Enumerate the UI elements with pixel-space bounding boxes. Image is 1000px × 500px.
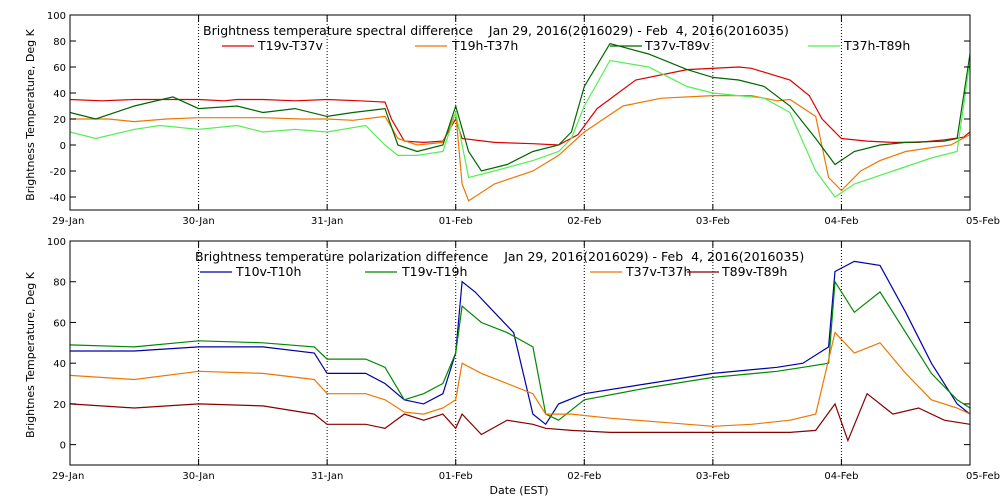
plot-frame [69, 14, 971, 211]
polarization-chart-title: Brightness temperature polarization diff… [195, 249, 804, 264]
y-tick-label: 40 [53, 359, 66, 370]
y-tick-label: 0 [60, 441, 66, 452]
series-line-t10v-t10h [70, 260, 971, 426]
x-tick-label: 05-Feb [966, 216, 1000, 227]
x-tick-label: 04-Feb [824, 216, 858, 227]
x-tick-label: 01-Feb [439, 216, 473, 227]
y-tick-label: 40 [53, 89, 66, 100]
y-tick-label: 100 [47, 237, 66, 248]
y-tick-label: 80 [53, 278, 66, 289]
y-tick-label: 100 [47, 11, 66, 22]
series-line-t37v-t37h [69, 331, 971, 427]
series-line-t89v-t89h [69, 392, 971, 443]
spectral-difference-panel: Brightness temperature spectral differen… [24, 11, 1000, 227]
spectral-chart-title: Brightness temperature spectral differen… [203, 23, 789, 38]
series-line-t37v-t89v [69, 42, 971, 172]
legend-label: T19v-T19h [401, 264, 467, 279]
series-line-t19v-t37v [69, 66, 971, 146]
x-tick-label: 30-Jan [182, 216, 214, 227]
y-tick-label: -20 [50, 167, 66, 178]
x-tick-label: 03-Feb [696, 216, 730, 227]
y-tick-label: 20 [53, 400, 66, 411]
spectral-y-axis-label: Brightness Temperature, Deg K [24, 28, 37, 200]
x-tick-label: 29-Jan [52, 471, 84, 482]
y-tick-label: 80 [53, 37, 66, 48]
x-tick-label: 03-Feb [696, 471, 730, 482]
series-line-t19v-t19h [69, 279, 971, 421]
y-tick-label: 0 [60, 141, 66, 152]
x-tick-label: 04-Feb [824, 471, 858, 482]
series-line-t19h-t37h [70, 94, 971, 202]
legend-label: T10v-T10h [235, 264, 301, 279]
legend-label: T89v-T89h [721, 264, 787, 279]
x-tick-label: 05-Feb [966, 471, 1000, 482]
x-tick-label: 31-Jan [311, 216, 343, 227]
legend-label: T37v-T37h [625, 264, 691, 279]
x-axis-label: Date (EST) [489, 484, 548, 497]
x-tick-label: 02-Feb [567, 216, 601, 227]
legend-label: T19v-T37v [257, 38, 324, 53]
y-tick-label: 60 [53, 318, 66, 329]
y-tick-label: -40 [50, 193, 66, 204]
x-tick-label: 29-Jan [52, 216, 84, 227]
polarization-y-axis-label: Brightnes Temperature, Deg K [24, 271, 37, 438]
x-tick-label: 02-Feb [567, 471, 601, 482]
legend-label: T37h-T89h [843, 38, 910, 53]
y-tick-label: 60 [53, 63, 66, 74]
legend-label: T37v-T89v [644, 38, 711, 53]
y-tick-label: 20 [53, 115, 66, 126]
x-tick-label: 31-Jan [311, 471, 343, 482]
polarization-difference-panel: Brightness temperature polarization diff… [24, 237, 1000, 497]
x-tick-label: 01-Feb [439, 471, 473, 482]
legend-label: T19h-T37h [451, 38, 518, 53]
plot-frame [69, 240, 971, 466]
x-tick-label: 30-Jan [182, 471, 214, 482]
series-line-t37h-t89h [69, 59, 971, 198]
